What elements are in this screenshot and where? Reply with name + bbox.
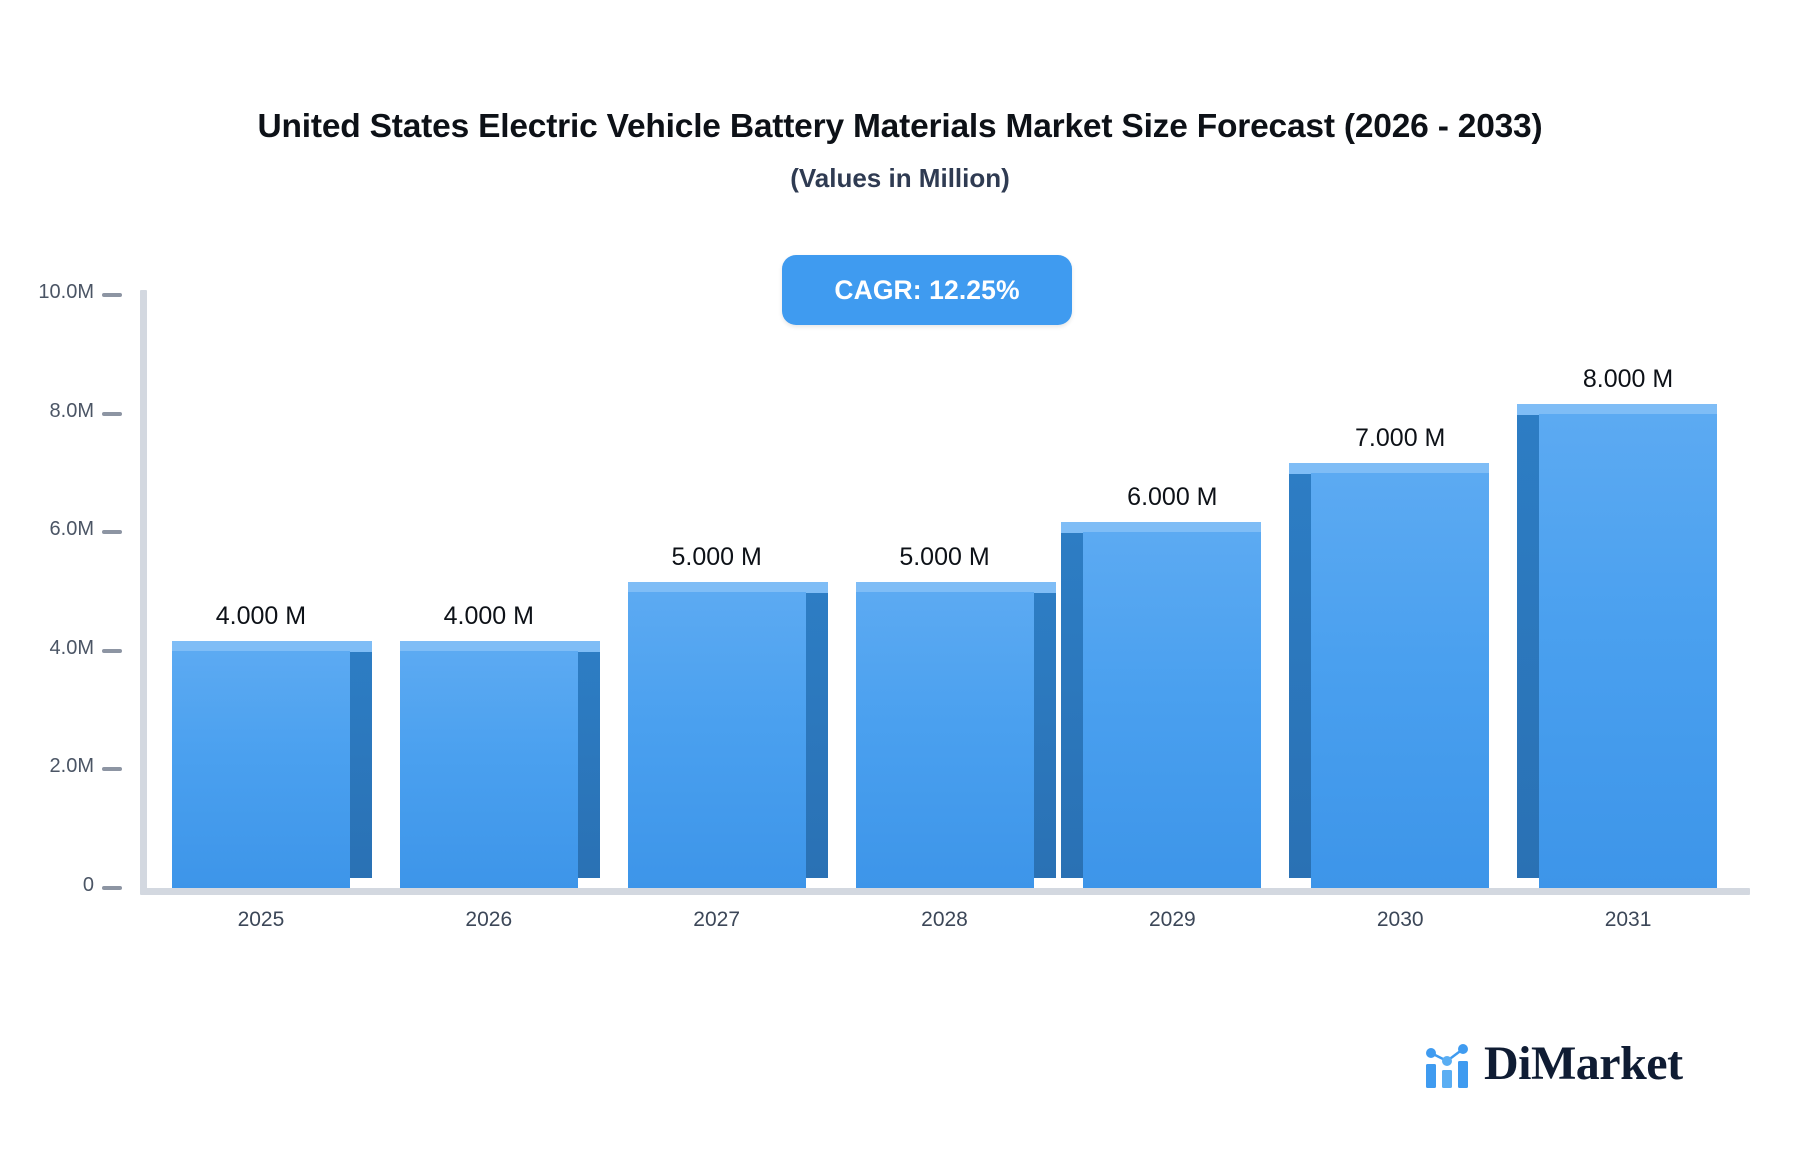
bar-front-face: [855, 591, 1034, 888]
cagr-badge: CAGR: 12.25%: [782, 255, 1072, 325]
page-title: United States Electric Vehicle Battery M…: [257, 108, 1543, 145]
y-axis-tick-label: 6.0M: [49, 518, 94, 541]
y-axis-line: [140, 290, 147, 891]
bar-side-face: [1289, 472, 1312, 878]
bar-2025[interactable]: 4.000 M: [171, 602, 372, 888]
bar-2030[interactable]: 7.000 M: [1289, 424, 1490, 888]
y-axis-tick-mark: [102, 886, 122, 890]
y-axis-tick-mark: [102, 293, 122, 297]
bar-front-face: [627, 591, 806, 888]
bar-2029[interactable]: 6.000 M: [1061, 483, 1262, 888]
bar-top-face: [399, 640, 600, 652]
bar-side-face: [805, 591, 828, 878]
bar-2028[interactable]: 5.000 M: [855, 543, 1056, 888]
bar-value-label: 4.000 M: [215, 601, 307, 630]
bar-value-label: 7.000 M: [1355, 423, 1446, 452]
bar-front-face: [1311, 472, 1490, 888]
y-axis-tick-label: 0: [82, 874, 94, 896]
bar-front-face: [1539, 413, 1718, 888]
bar-side-face: [577, 650, 600, 878]
page-subtitle: (Values in Million): [790, 163, 1010, 193]
bar-side-face: [1061, 532, 1084, 878]
y-axis-tick-mark: [102, 411, 122, 416]
bar-chart-trend-icon: [1426, 1044, 1468, 1088]
bar-top-face: [1289, 462, 1490, 474]
bar-top-face: [855, 581, 1056, 593]
bar-top-face: [627, 581, 828, 593]
y-axis-tick-label: 4.0M: [49, 636, 94, 659]
bar-value-label: 4.000 M: [443, 601, 534, 630]
bar-value-label: 5.000 M: [671, 542, 762, 571]
bar-top-face: [1517, 403, 1718, 415]
bar-2031[interactable]: 8.000 M: [1517, 365, 1718, 888]
bar-side-face: [1517, 413, 1540, 878]
bar-front-face: [171, 650, 350, 888]
bar-value-label: 8.000 M: [1582, 364, 1674, 393]
x-axis-label-2031: 2031: [1604, 908, 1652, 931]
x-axis-label-2026: 2026: [465, 908, 513, 931]
x-axis-label-2029: 2029: [1148, 908, 1196, 931]
x-axis-line: [140, 888, 1750, 895]
bar-2027[interactable]: 5.000 M: [627, 543, 828, 888]
bar-side-face: [349, 650, 372, 878]
y-axis-tick-label: 10.0M: [38, 281, 94, 303]
bar-side-face: [1033, 591, 1056, 878]
bar-front-face: [1083, 532, 1262, 888]
y-axis-tick-mark: [102, 767, 122, 772]
y-axis-tick-mark: [102, 530, 122, 535]
bar-top-face: [1061, 522, 1262, 534]
brand-logo-text: DiMarket: [1484, 1037, 1683, 1090]
bar-value-label: 6.000 M: [1127, 483, 1218, 512]
bar-2026[interactable]: 4.000 M: [399, 602, 600, 888]
cagr-badge-label: CAGR: 12.25%: [834, 274, 1020, 305]
x-axis-label-2030: 2030: [1376, 908, 1424, 931]
x-axis-label-2025: 2025: [237, 908, 285, 931]
bar-top-face: [171, 640, 372, 652]
y-axis-tick-mark: [102, 648, 122, 653]
y-axis-tick-label: 8.0M: [49, 399, 94, 422]
bar-value-label: 5.000 M: [899, 542, 990, 571]
x-axis-label-2028: 2028: [921, 908, 968, 931]
x-axis-label-2027: 2027: [693, 908, 740, 931]
brand-logo: DiMarket: [1424, 1040, 1683, 1088]
y-axis-tick-label: 2.0M: [49, 755, 94, 778]
bar-front-face: [399, 650, 578, 888]
